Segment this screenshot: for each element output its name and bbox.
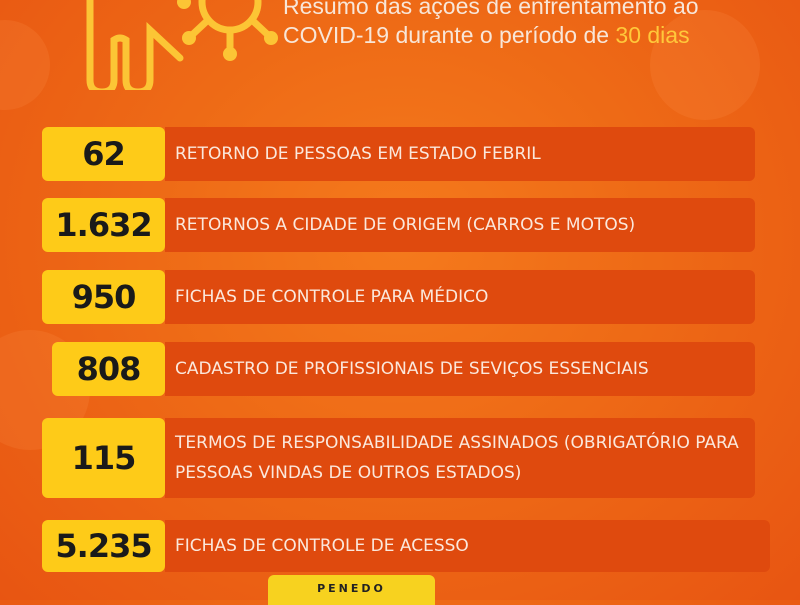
virus-decoration: [650, 10, 760, 120]
stat-label: FICHAS DE CONTROLE DE ACESSO: [165, 520, 770, 572]
stat-value: 950: [42, 270, 165, 324]
stat-label: FICHAS DE CONTROLE PARA MÉDICO: [165, 270, 755, 324]
hand-virus-icon: [86, 0, 278, 90]
stat-row: 1.632 RETORNOS A CIDADE DE ORIGEM (CARRO…: [42, 198, 755, 252]
stat-value: 62: [42, 127, 165, 181]
stat-value: 115: [42, 418, 165, 498]
virus-decoration: [0, 20, 50, 110]
title-main: Resumo das ações de enfrentamento ao COV…: [283, 0, 699, 48]
stat-value: 1.632: [42, 198, 165, 252]
stat-label: CADASTRO DE PROFISSIONAIS DE SEVIÇOS ESS…: [165, 342, 755, 396]
stat-value: 808: [52, 342, 165, 396]
title-highlight: 30 dias: [615, 22, 690, 48]
stat-row: 950 FICHAS DE CONTROLE PARA MÉDICO: [42, 270, 755, 324]
stat-row: 62 RETORNO DE PESSOAS EM ESTADO FEBRIL: [42, 127, 755, 181]
stat-label: TERMOS DE RESPONSABILIDADE ASSINADOS (OB…: [165, 418, 755, 498]
stat-row: 808 CADASTRO DE PROFISSIONAIS DE SEVIÇOS…: [42, 342, 755, 396]
stat-label: RETORNOS A CIDADE DE ORIGEM (CARROS E MO…: [165, 198, 755, 252]
stat-row: 115 TERMOS DE RESPONSABILIDADE ASSINADOS…: [42, 418, 755, 498]
stat-label: RETORNO DE PESSOAS EM ESTADO FEBRIL: [165, 127, 755, 181]
stat-row: 5.235 FICHAS DE CONTROLE DE ACESSO: [42, 520, 770, 572]
footer-city-label: PENEDO: [268, 575, 435, 605]
page-title: Resumo das ações de enfrentamento ao COV…: [283, 0, 783, 50]
stat-value: 5.235: [42, 520, 165, 572]
